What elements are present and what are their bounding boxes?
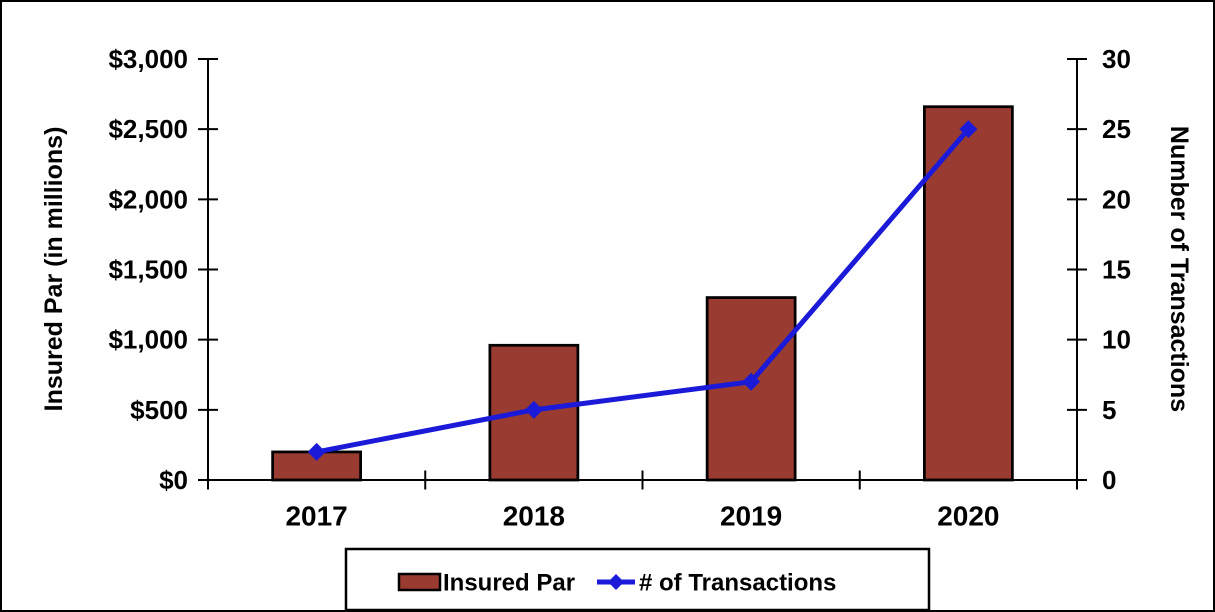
x-axis-category-label: 2018 bbox=[503, 501, 565, 532]
left-axis-tick-label: $2,500 bbox=[108, 114, 188, 144]
insured-par-bar-2018 bbox=[488, 343, 580, 482]
right-axis-tick-label: 15 bbox=[1102, 255, 1131, 285]
legend-bar-swatch bbox=[397, 572, 442, 592]
right-axis-tick-label: 20 bbox=[1102, 184, 1131, 214]
insured-par-bar-2020 bbox=[923, 105, 1014, 482]
right-axis-tick-label: 10 bbox=[1102, 325, 1131, 355]
transactions-marker-2017 bbox=[307, 442, 326, 461]
left-axis-tick-label: $2,000 bbox=[108, 184, 188, 214]
legend-box bbox=[344, 547, 931, 610]
right-axis-tick-label: 0 bbox=[1102, 465, 1116, 495]
legend-line-marker-diamond-icon bbox=[608, 574, 624, 590]
left-axis-tick-label: $500 bbox=[130, 395, 188, 425]
transactions-marker-2019 bbox=[742, 372, 761, 391]
left-axis-tick-label: $1,500 bbox=[108, 255, 188, 285]
right-axis-tick-label: 30 bbox=[1102, 44, 1131, 74]
transactions-marker-2018 bbox=[524, 400, 543, 419]
left-axis-tick-label: $0 bbox=[159, 465, 188, 495]
legend-line-label: # of Transactions bbox=[639, 570, 836, 597]
left-axis-tick-label: $3,000 bbox=[108, 44, 188, 74]
transactions-line bbox=[316, 127, 971, 455]
right-axis-tick-label: 25 bbox=[1102, 114, 1131, 144]
left-axis-tick-label: $1,000 bbox=[108, 325, 188, 355]
legend: Insured Par # of Transactions bbox=[344, 547, 931, 610]
right-axis-title: Number of Transactions bbox=[1165, 126, 1193, 412]
legend-bar-label: Insured Par bbox=[443, 570, 575, 597]
plot-area: $0 $500 $1,000 $1,500 $2,000 $2,500 $3,000 0 5 10… bbox=[108, 44, 1130, 532]
x-axis-category-label: 2020 bbox=[937, 501, 999, 532]
x-axis-category-label: 2019 bbox=[720, 501, 782, 532]
x-axis-category-label: 2017 bbox=[285, 501, 347, 532]
transactions-marker-2020 bbox=[959, 120, 978, 139]
right-axis-tick-label: 5 bbox=[1102, 395, 1116, 425]
left-axis-title: Insured Par (in millions) bbox=[40, 127, 68, 412]
